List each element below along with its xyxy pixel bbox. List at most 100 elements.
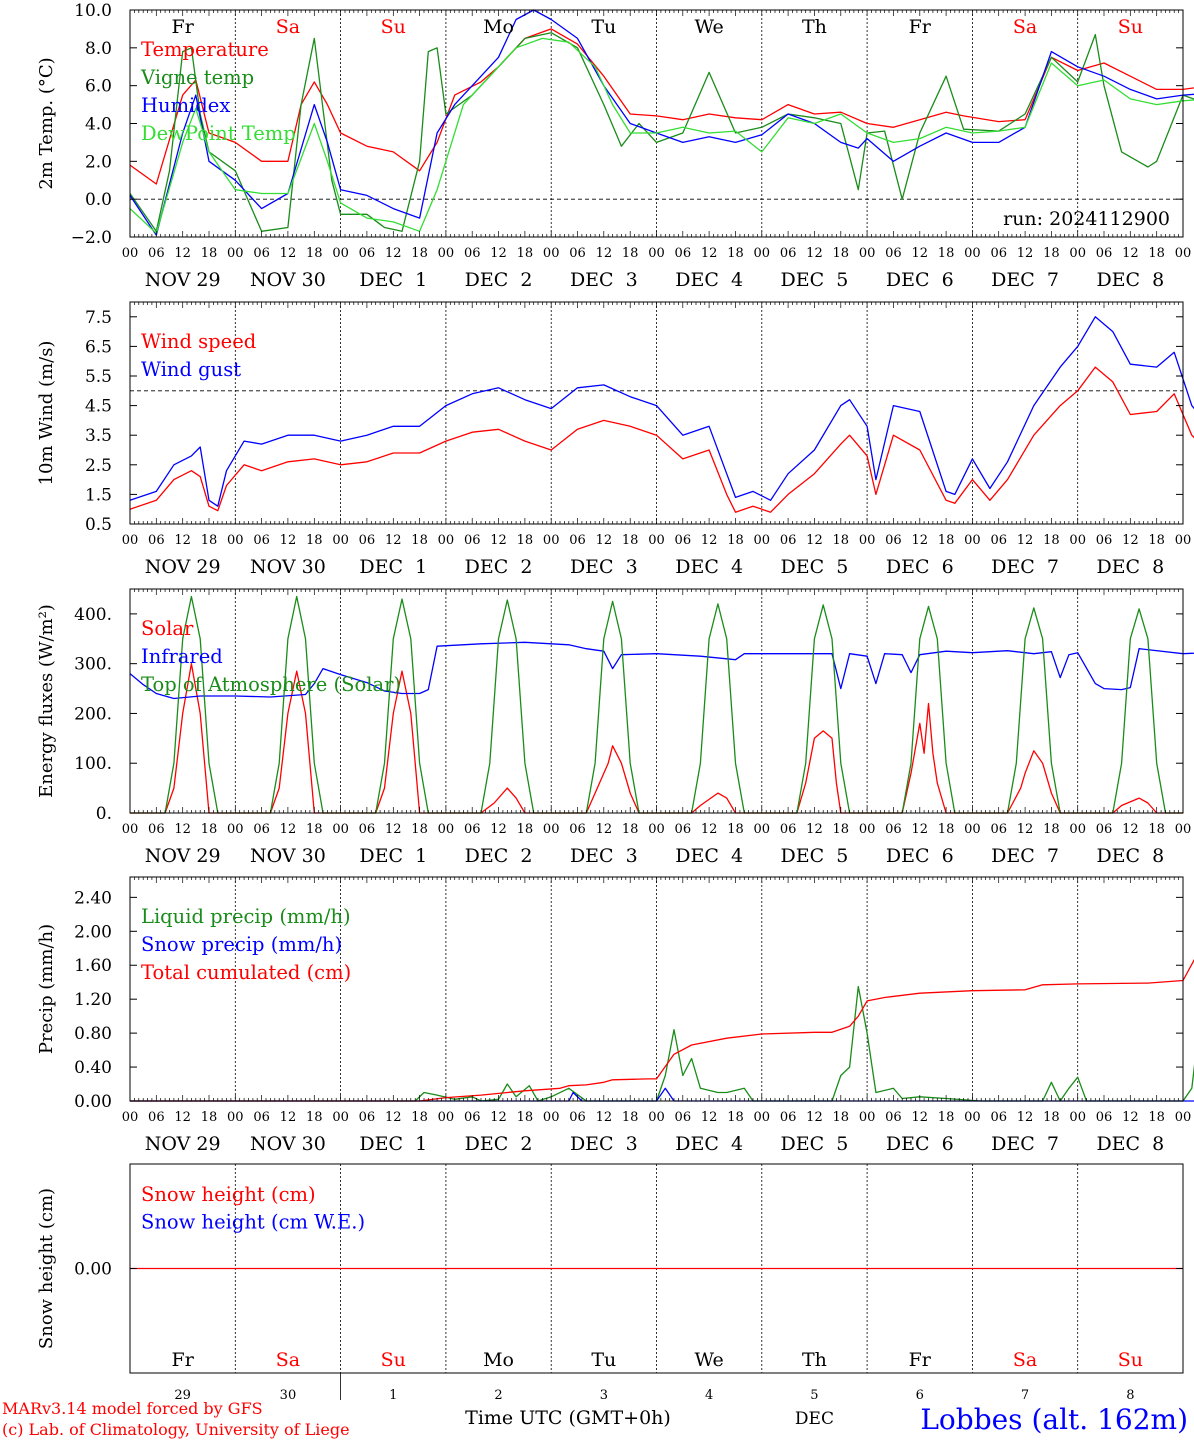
y-tick-label: 0.80: [74, 1024, 112, 1044]
x-date-label: DEC 4: [675, 556, 743, 578]
y-tick-label: 3.5: [85, 426, 112, 446]
x-hour-label: 12: [806, 822, 823, 837]
x-hour-label: 06: [359, 822, 376, 837]
series-line-red: [130, 663, 1183, 814]
x-hour-label: 12: [490, 822, 507, 837]
x-hour-label: 12: [806, 1110, 823, 1125]
day-number: 3: [600, 1388, 608, 1403]
x-hour-label: 00: [227, 246, 244, 261]
y-tick-label: 7.5: [85, 308, 112, 328]
x-hour-label: 06: [675, 1110, 692, 1125]
x-hour-label: 06: [464, 246, 481, 261]
day-number: 2: [494, 1388, 502, 1403]
footer-model: MARv3.14 model forced by GFS: [2, 1399, 263, 1418]
x-hour-label: 00: [227, 822, 244, 837]
x-hour-label: 06: [990, 246, 1007, 261]
x-date-label: DEC 6: [886, 556, 954, 578]
x-hour-label: 12: [174, 822, 191, 837]
x-hour-label: 06: [990, 533, 1007, 548]
x-hour-label: 06: [1096, 822, 1113, 837]
x-hour-label: 12: [1017, 533, 1034, 548]
series-line-blue: [130, 1087, 1194, 1102]
series-line-blue: [129, 316, 1194, 507]
x-hour-label: 00: [1069, 822, 1086, 837]
x-hour-label: 12: [174, 246, 191, 261]
x-hour-label: 18: [1043, 1110, 1060, 1125]
x-date-label: DEC 7: [991, 269, 1059, 291]
legend-entry: Wind gust: [141, 358, 241, 381]
x-date-label: DEC 4: [675, 1133, 743, 1155]
x-date-label: DEC 2: [465, 845, 533, 867]
x-hour-label: 00: [543, 1110, 560, 1125]
day-number: 1: [389, 1388, 397, 1403]
x-hour-label: 18: [306, 246, 323, 261]
x-hour-label: 06: [148, 533, 165, 548]
x-hour-label: 12: [174, 533, 191, 548]
x-hour-label: 06: [675, 246, 692, 261]
y-tick-label: 6.0: [85, 77, 112, 97]
day-name-top: Sa: [1013, 16, 1037, 38]
legend-entry: Infrared: [141, 645, 223, 668]
x-hour-label: 00: [543, 246, 560, 261]
x-hour-label: 18: [201, 1110, 218, 1125]
day-name-bottom: Mo: [483, 1349, 514, 1371]
x-hour-label: 18: [938, 246, 955, 261]
x-hour-label: 06: [990, 1110, 1007, 1125]
footer-credit: (c) Lab. of Climatology, University of L…: [2, 1420, 350, 1439]
day-number: 29: [174, 1388, 191, 1403]
x-date-label: DEC 7: [991, 1133, 1059, 1155]
legend-entry: Snow height (cm W.E.): [141, 1211, 365, 1234]
x-hour-label: 12: [806, 246, 823, 261]
y-tick-label: 2.00: [74, 922, 112, 942]
x-date-label: DEC 6: [886, 269, 954, 291]
day-number: 6: [916, 1388, 924, 1403]
x-hour-label: 12: [911, 246, 928, 261]
x-hour-label: 00: [438, 1110, 455, 1125]
legend-entry: Temperature: [141, 38, 269, 61]
x-hour-label: 06: [885, 246, 902, 261]
x-date-label: DEC 8: [1096, 556, 1164, 578]
x-hour-label: 18: [411, 822, 428, 837]
x-hour-label: 12: [490, 246, 507, 261]
x-hour-label: 06: [253, 533, 270, 548]
x-hour-label: 00: [754, 1110, 771, 1125]
x-hour-label: 18: [622, 1110, 639, 1125]
x-hour-label: 12: [596, 1110, 613, 1125]
x-date-label: DEC 7: [991, 845, 1059, 867]
y-tick-label: 0.5: [85, 515, 112, 535]
x-hour-label: 18: [306, 822, 323, 837]
x-hour-label: 18: [833, 246, 850, 261]
day-name-bottom: We: [695, 1349, 724, 1371]
x-hour-label: 06: [148, 1110, 165, 1125]
x-hour-label: 00: [859, 246, 876, 261]
legend-entry: Humidex: [141, 94, 230, 117]
x-hour-label: 18: [727, 533, 744, 548]
x-hour-label: 00: [543, 533, 560, 548]
y-tick-label: 400.: [74, 605, 112, 625]
x-hour-label: 18: [1148, 246, 1165, 261]
x-hour-label: 12: [1122, 822, 1139, 837]
x-hour-label: 00: [1175, 1110, 1192, 1125]
x-date-label: DEC 1: [359, 556, 427, 578]
x-hour-label: 06: [675, 533, 692, 548]
x-date-label: DEC 4: [675, 269, 743, 291]
x-hour-label: 00: [122, 1110, 139, 1125]
x-hour-label: 18: [727, 822, 744, 837]
x-hour-label: 18: [727, 1110, 744, 1125]
x-hour-label: 00: [1175, 246, 1192, 261]
x-hour-label: 12: [911, 533, 928, 548]
x-minor-ticks: [129, 589, 1184, 813]
x-hour-label: 18: [201, 822, 218, 837]
x-hour-label: 06: [253, 246, 270, 261]
panel-5: 0.00 Snow height (cm) Snow height (cm) Snow…: [36, 1163, 1184, 1374]
x-hour-label: 18: [938, 533, 955, 548]
x-date-label: DEC 8: [1096, 1133, 1164, 1155]
x-hour-label: 18: [833, 533, 850, 548]
x-hour-label: 00: [332, 1110, 349, 1125]
station-label: Lobbes (alt. 162m): [920, 1403, 1188, 1436]
x-hour-label: 06: [1096, 1110, 1113, 1125]
legend-entry: Top of Atmosphere (Solar): [141, 673, 401, 696]
y-tick-label: 2.5: [85, 456, 112, 476]
y-tick-label: 2.40: [74, 888, 112, 908]
y-tick-label: 0.0: [85, 190, 112, 210]
